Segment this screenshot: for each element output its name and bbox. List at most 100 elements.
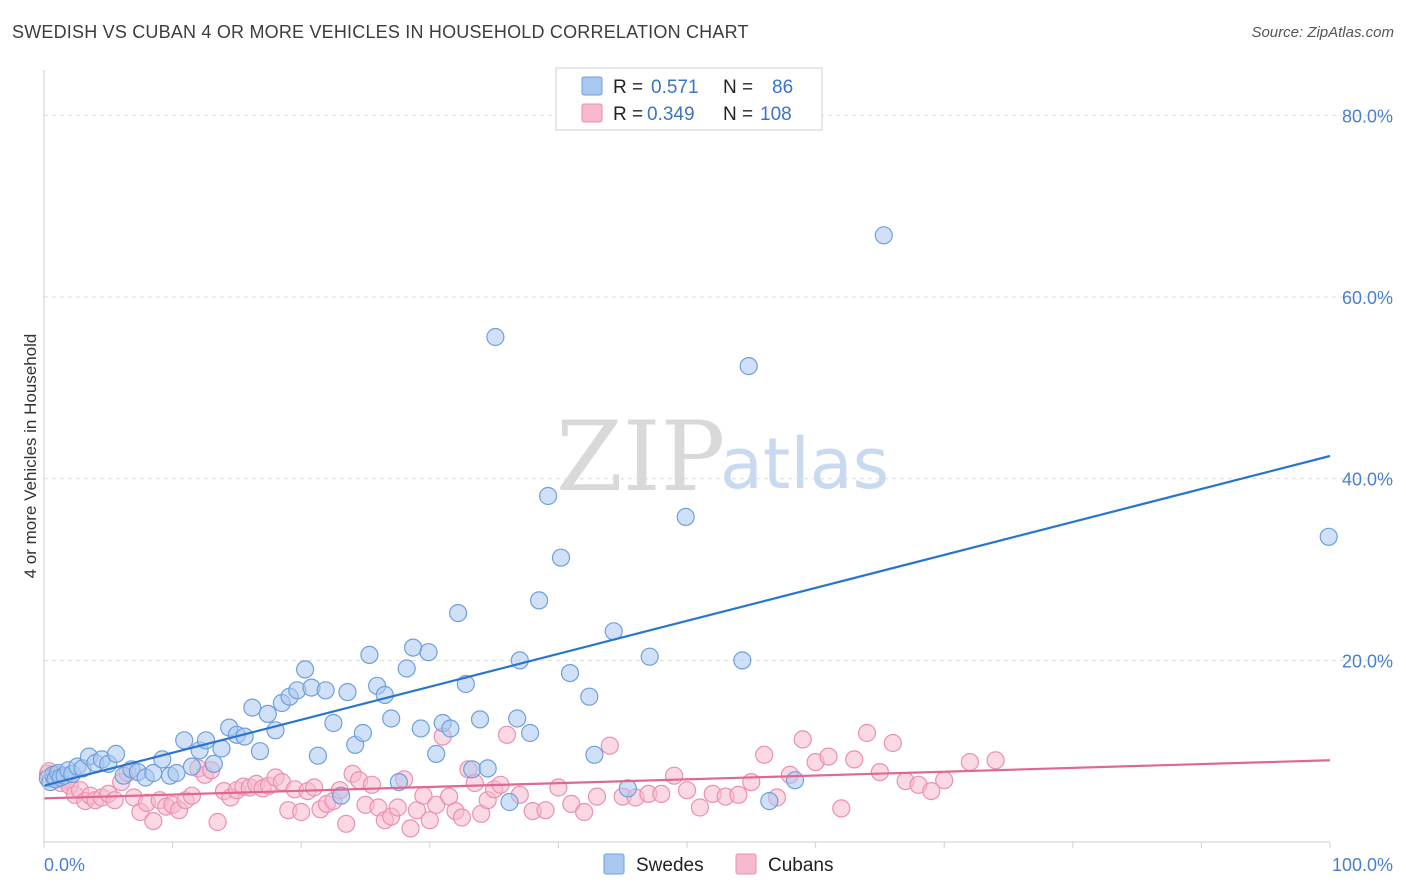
point-swedes-74: [560, 663, 580, 683]
point-cubans-65: [427, 795, 446, 814]
point-swedes-60: [441, 719, 460, 738]
bottom-legend-label-swedes: Swedes: [636, 855, 704, 876]
point-swedes-42: [308, 746, 327, 765]
point-cubans-88: [652, 784, 671, 804]
point-cubans-104: [857, 723, 877, 743]
point-cubans-69: [452, 808, 471, 827]
points-layer: [38, 226, 1338, 838]
point-cubans-64: [420, 811, 439, 830]
point-cubans-94: [729, 785, 748, 804]
legend-n-label-cubans: N =: [723, 104, 753, 125]
legend-r-value-swedes: 0.571: [651, 77, 699, 98]
point-cubans-83: [587, 787, 607, 806]
top-legend: R = 0.571 N = 86 R = 0.349 N = 108: [555, 67, 823, 131]
legend-n-value-swedes: 86: [772, 77, 793, 98]
point-cubans-81: [562, 794, 581, 814]
point-swedes-80: [676, 507, 695, 527]
point-swedes-72: [538, 486, 558, 506]
point-swedes-63: [463, 760, 482, 779]
point-cubans-102: [832, 799, 851, 818]
point-swedes-78: [618, 779, 637, 798]
point-cubans-21: [144, 811, 163, 831]
point-cubans-90: [677, 781, 697, 800]
point-cubans-89: [664, 766, 684, 785]
point-cubans-76: [497, 725, 517, 744]
point-cubans-111: [960, 752, 980, 772]
axis-layer: 20.0% 40.0% 60.0% 80.0% 0.0% 100.0%: [43, 70, 1393, 875]
point-cubans-46: [305, 778, 324, 797]
y-tick-label-40: 40.0%: [1342, 470, 1393, 490]
point-cubans-106: [883, 733, 902, 753]
point-cubans-96: [755, 745, 774, 764]
point-swedes-33: [243, 698, 262, 717]
watermark-zip: ZIP: [556, 401, 725, 513]
point-swedes-67: [500, 792, 519, 812]
point-swedes-28: [204, 754, 223, 774]
point-swedes-85: [874, 226, 893, 245]
point-cubans-55: [362, 775, 381, 794]
point-cubans-82: [574, 802, 594, 822]
point-swedes-15: [106, 744, 126, 764]
bottom-legend-swatch-swedes: [603, 853, 625, 875]
legend-r-label-cubans: R =: [613, 104, 643, 125]
point-swedes-43: [316, 681, 335, 700]
point-swedes-66: [486, 327, 505, 347]
legend-n-label-swedes: N =: [723, 77, 753, 98]
point-cubans-99: [793, 730, 812, 749]
y-tick-label-60: 60.0%: [1342, 288, 1393, 308]
point-swedes-68: [508, 709, 527, 728]
point-cubans-59: [388, 798, 407, 817]
point-swedes-57: [419, 643, 438, 662]
point-swedes-64: [470, 710, 490, 729]
point-swedes-73: [551, 548, 571, 567]
y-axis-title: 4 or more Vehicles in Household: [21, 334, 40, 579]
point-swedes-79: [640, 647, 659, 666]
legend-r-value-cubans: 0.349: [647, 104, 695, 125]
point-swedes-55: [404, 638, 423, 657]
point-swedes-71: [529, 591, 549, 610]
point-swedes-48: [353, 723, 372, 743]
point-swedes-40: [296, 660, 315, 679]
point-swedes-56: [411, 719, 430, 738]
trend-line-swedes: [43, 454, 1331, 787]
legend-n-value-cubans: 108: [760, 104, 792, 125]
bottom-legend-swatch-cubans: [735, 853, 757, 875]
chart-source: Source: ZipAtlas.com: [1251, 24, 1394, 41]
y-tick-label-20: 20.0%: [1342, 651, 1393, 671]
point-swedes-82: [739, 357, 758, 376]
point-swedes-25: [182, 757, 201, 776]
legend-r-label-swedes: R =: [613, 77, 643, 98]
point-swedes-52: [382, 709, 401, 728]
point-swedes-86: [1319, 527, 1338, 546]
point-swedes-23: [167, 763, 186, 783]
point-cubans-15: [105, 791, 124, 810]
point-swedes-61: [449, 603, 468, 623]
point-swedes-58: [427, 744, 446, 764]
legend-swatch-swedes: [581, 76, 603, 96]
y-tick-label-80: 80.0%: [1342, 106, 1393, 126]
point-swedes-84: [785, 771, 805, 790]
point-swedes-24: [175, 731, 194, 750]
point-swedes-34: [250, 742, 270, 761]
point-swedes-44: [324, 713, 343, 733]
bottom-legend: Swedes Cubans: [603, 853, 834, 876]
point-swedes-35: [258, 704, 277, 724]
point-swedes-53: [389, 772, 408, 792]
point-cubans-112: [986, 751, 1005, 770]
point-swedes-54: [397, 659, 416, 678]
point-cubans-79: [536, 801, 555, 820]
point-swedes-76: [585, 745, 604, 764]
y-axis-label: 4 or more Vehicles in Household: [21, 334, 40, 579]
point-cubans-103: [845, 750, 864, 769]
legend-swatch-cubans: [581, 103, 603, 123]
trend-layer: [43, 454, 1331, 800]
point-cubans-44: [292, 802, 311, 822]
point-cubans-27: [182, 786, 201, 805]
point-cubans-84: [600, 736, 619, 755]
point-cubans-61: [401, 819, 420, 838]
point-cubans-109: [922, 781, 941, 801]
watermark-atlas: atlas: [720, 423, 889, 505]
point-swedes-83: [760, 791, 779, 811]
point-swedes-75: [580, 687, 599, 706]
chart-title: SWEDISH VS CUBAN 4 OR MORE VEHICLES IN H…: [12, 22, 749, 42]
